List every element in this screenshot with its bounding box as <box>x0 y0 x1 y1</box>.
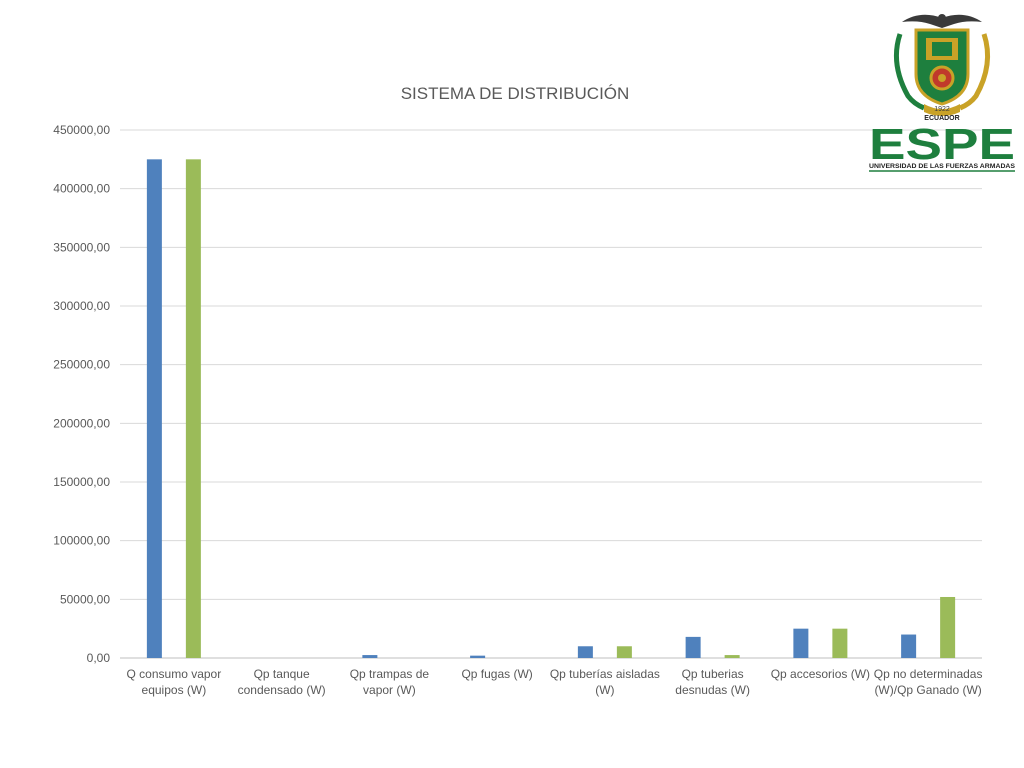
x-category-label: Qp tuberias desnudas (W) <box>675 667 750 697</box>
x-category-label: Qp no determinadas (W)/Qp Ganado (W) <box>874 667 983 697</box>
y-axis-tick-labels: 0,00 50000,00 100000,00 150000,00 200000,00 2… <box>53 123 110 665</box>
bar-series-1-category-4 <box>470 655 486 658</box>
logo-country: ECUADOR <box>924 115 959 122</box>
bar-series-1-category-6 <box>685 636 701 658</box>
bar-series-1-category-7 <box>793 628 809 658</box>
bar-series-2-category-7 <box>832 628 848 658</box>
bar-series-2-category-6 <box>724 655 740 658</box>
x-axis-category-labels: Q consumo vapor equipos (W) Qp tanque conde… <box>127 667 983 697</box>
bar-series-2-category-1 <box>185 159 201 659</box>
coat-of-arms-emblem <box>893 14 991 116</box>
bar-series-1-category-8 <box>901 634 917 658</box>
bars <box>146 159 956 659</box>
y-tick-label: 50000,00 <box>60 592 110 606</box>
y-tick-label: 300000,00 <box>53 299 110 313</box>
y-tick-label: 350000,00 <box>53 240 110 254</box>
y-tick-label: 400000,00 <box>53 182 110 196</box>
espe-logo: 1922 ECUADOR ESPE UNIVERSIDAD DE LAS FUE… <box>869 14 1016 172</box>
x-category-label: Qp trampas de vapor (W) <box>350 667 430 697</box>
bar-series-1-category-1 <box>146 159 162 659</box>
y-tick-label: 100000,00 <box>53 534 110 548</box>
x-category-label: Qp tuberías aisladas (W) <box>550 667 660 697</box>
y-tick-label: 200000,00 <box>53 416 110 430</box>
y-tick-label: 150000,00 <box>53 475 110 489</box>
x-category-label: Qp accesorios (W) <box>771 667 870 681</box>
logo-university-name: UNIVERSIDAD DE LAS FUERZAS ARMADAS <box>869 163 1016 170</box>
bar-series-2-category-8 <box>940 596 956 658</box>
gridlines <box>120 129 982 659</box>
laurel-right-icon <box>959 33 991 111</box>
logo-year: 1922 <box>934 106 950 113</box>
x-category-label: Qp tanque condensado (W) <box>238 667 326 697</box>
logo-acronym: ESPE <box>869 120 1015 169</box>
bar-series-1-category-5 <box>577 646 593 658</box>
y-tick-label: 250000,00 <box>53 358 110 372</box>
x-category-label: Q consumo vapor equipos (W) <box>127 667 222 697</box>
y-tick-label: 450000,00 <box>53 123 110 137</box>
bar-series-2-category-5 <box>616 646 632 658</box>
y-tick-label: 0,00 <box>87 651 111 665</box>
laurel-left-icon <box>893 33 925 111</box>
bar-series-1-category-3 <box>362 655 378 658</box>
chart-title: SISTEMA DE DISTRIBUCIÓN <box>401 84 630 103</box>
x-category-label: Qp fugas (W) <box>461 667 532 681</box>
